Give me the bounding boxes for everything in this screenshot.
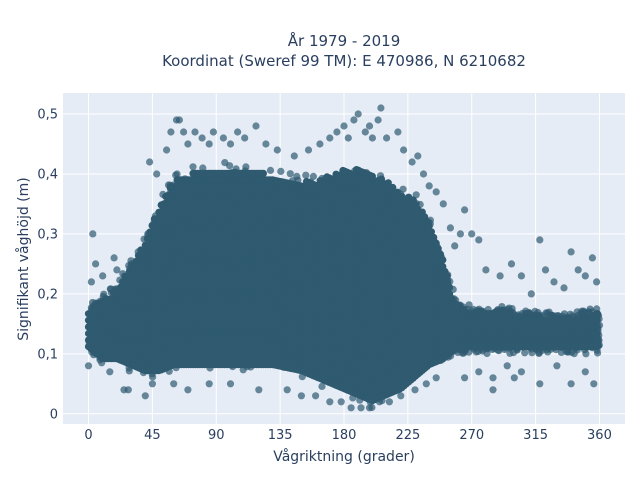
data-point <box>594 349 602 357</box>
data-point <box>149 373 157 381</box>
data-point <box>277 167 285 175</box>
data-point <box>199 164 207 172</box>
data-point <box>578 309 586 318</box>
data-point <box>557 348 566 356</box>
data-point <box>302 171 310 179</box>
data-point <box>318 382 326 390</box>
data-point <box>286 170 294 178</box>
data-point <box>521 349 529 357</box>
data-points <box>84 104 604 412</box>
data-point <box>221 159 229 167</box>
data-point <box>259 169 267 177</box>
data-point <box>515 311 523 319</box>
data-point <box>508 305 516 313</box>
data-point <box>189 163 197 171</box>
data-point <box>266 166 275 174</box>
data-point <box>242 163 250 171</box>
data-point <box>309 172 317 180</box>
data-point <box>509 349 518 357</box>
